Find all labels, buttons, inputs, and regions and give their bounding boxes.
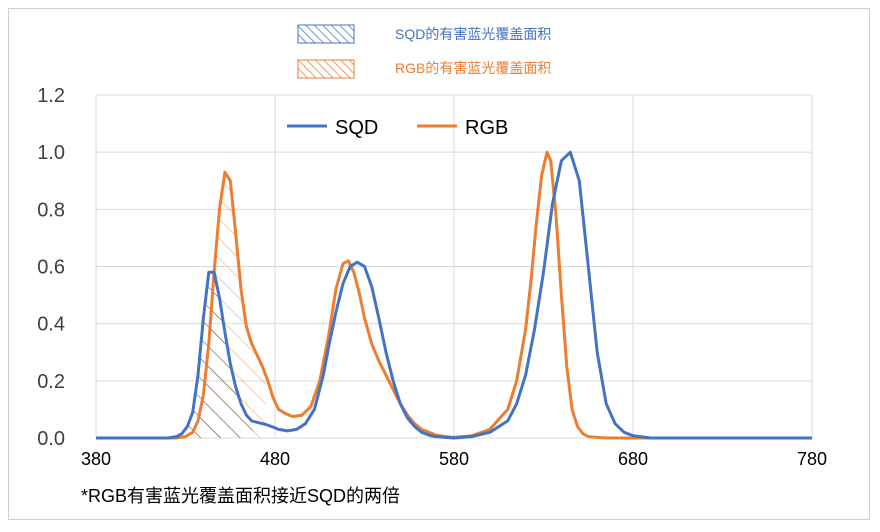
legend-label-rgb: RGB: [465, 117, 508, 139]
y-tick-labels: 0.0 0.2 0.4 0.6 0.8 1.0 1.2: [37, 85, 65, 450]
hatched-areas: [185, 172, 267, 438]
hatch-legend-swatch-sqd: [297, 24, 355, 44]
y-tick-label: 1.0: [37, 142, 65, 164]
x-tick-label: 780: [797, 449, 827, 469]
spectrum-chart: SQD的有害蓝光覆盖面积 RGB的有害蓝光覆盖面积 0.00.20.40.60.…: [37, 24, 827, 506]
chart-frame: SQD的有害蓝光覆盖面积 RGB的有害蓝光覆盖面积 0.0 0.2 0.4 0.6 0.…: [8, 8, 870, 520]
y-tick-label: 0.2: [37, 371, 65, 393]
series-line-sqd: [96, 150, 812, 440]
x-tick-label: 680: [618, 449, 648, 469]
y-tick-label: 0.0: [37, 428, 65, 450]
y-tick-label: 1.2: [37, 85, 65, 107]
y-tick-label: 0.4: [37, 314, 65, 336]
hatch-legend-swatch-rgb: [297, 59, 355, 79]
y-tick-label: 0.6: [37, 257, 65, 279]
series-lines: [96, 150, 812, 440]
series-line-rgb: [96, 150, 812, 440]
x-tick-label: 380: [81, 449, 111, 469]
hatch-legend-label-rgb: RGB的有害蓝光覆盖面积: [395, 60, 551, 76]
legend-label-sqd: SQD: [335, 117, 378, 139]
footnote: *RGB有害蓝光覆盖面积接近SQD的两倍: [81, 486, 400, 506]
rgb-harmful-blue-area: [185, 172, 267, 438]
x-tick-labels: 380 480 580 680 780: [81, 449, 827, 469]
y-tick-label: 0.8: [37, 199, 65, 221]
x-tick-label: 580: [439, 449, 469, 469]
x-tick-label: 480: [260, 449, 290, 469]
hatch-legend-label-sqd: SQD的有害蓝光覆盖面积: [395, 26, 551, 42]
